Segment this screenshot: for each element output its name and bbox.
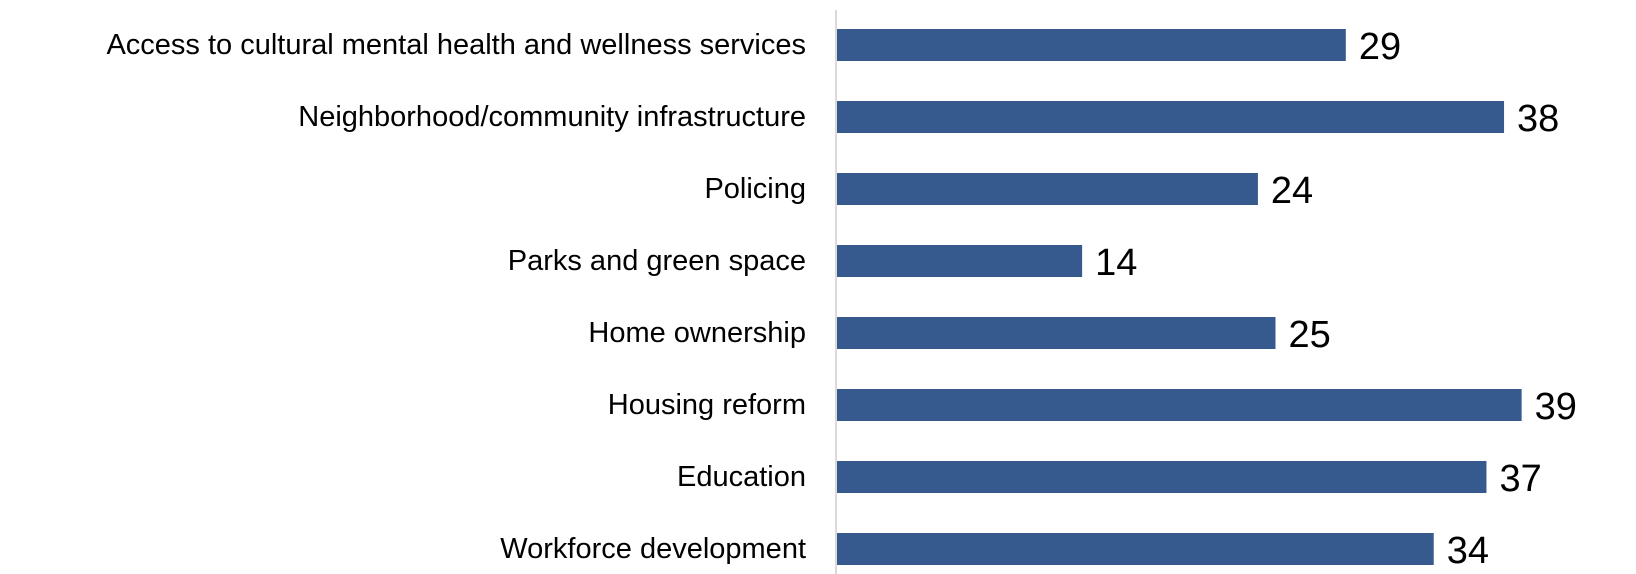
bar xyxy=(836,461,1487,493)
bar xyxy=(836,173,1258,205)
category-label: Policing xyxy=(704,173,806,205)
category-label: Home ownership xyxy=(588,317,806,349)
bar xyxy=(836,29,1346,61)
bar xyxy=(836,317,1276,349)
category-label: Housing reform xyxy=(608,389,806,421)
category-label: Parks and green space xyxy=(508,245,806,277)
bar xyxy=(836,389,1522,421)
bar xyxy=(836,101,1505,133)
value-label: 25 xyxy=(1289,314,1331,356)
value-label: 34 xyxy=(1447,530,1489,572)
value-label: 29 xyxy=(1359,26,1401,68)
category-labels-group: Access to cultural mental health and wel… xyxy=(106,29,806,565)
value-label: 14 xyxy=(1095,242,1137,284)
value-label: 38 xyxy=(1517,98,1559,140)
category-label: Access to cultural mental health and wel… xyxy=(106,29,806,61)
bar xyxy=(836,245,1083,277)
category-label: Workforce development xyxy=(500,533,806,565)
bars-group xyxy=(836,29,1522,565)
value-label: 39 xyxy=(1535,386,1577,428)
value-label: 37 xyxy=(1499,458,1541,500)
category-label: Education xyxy=(677,461,806,493)
bar xyxy=(836,533,1434,565)
category-label: Neighborhood/community infrastructure xyxy=(298,101,806,133)
value-label: 24 xyxy=(1271,170,1313,212)
